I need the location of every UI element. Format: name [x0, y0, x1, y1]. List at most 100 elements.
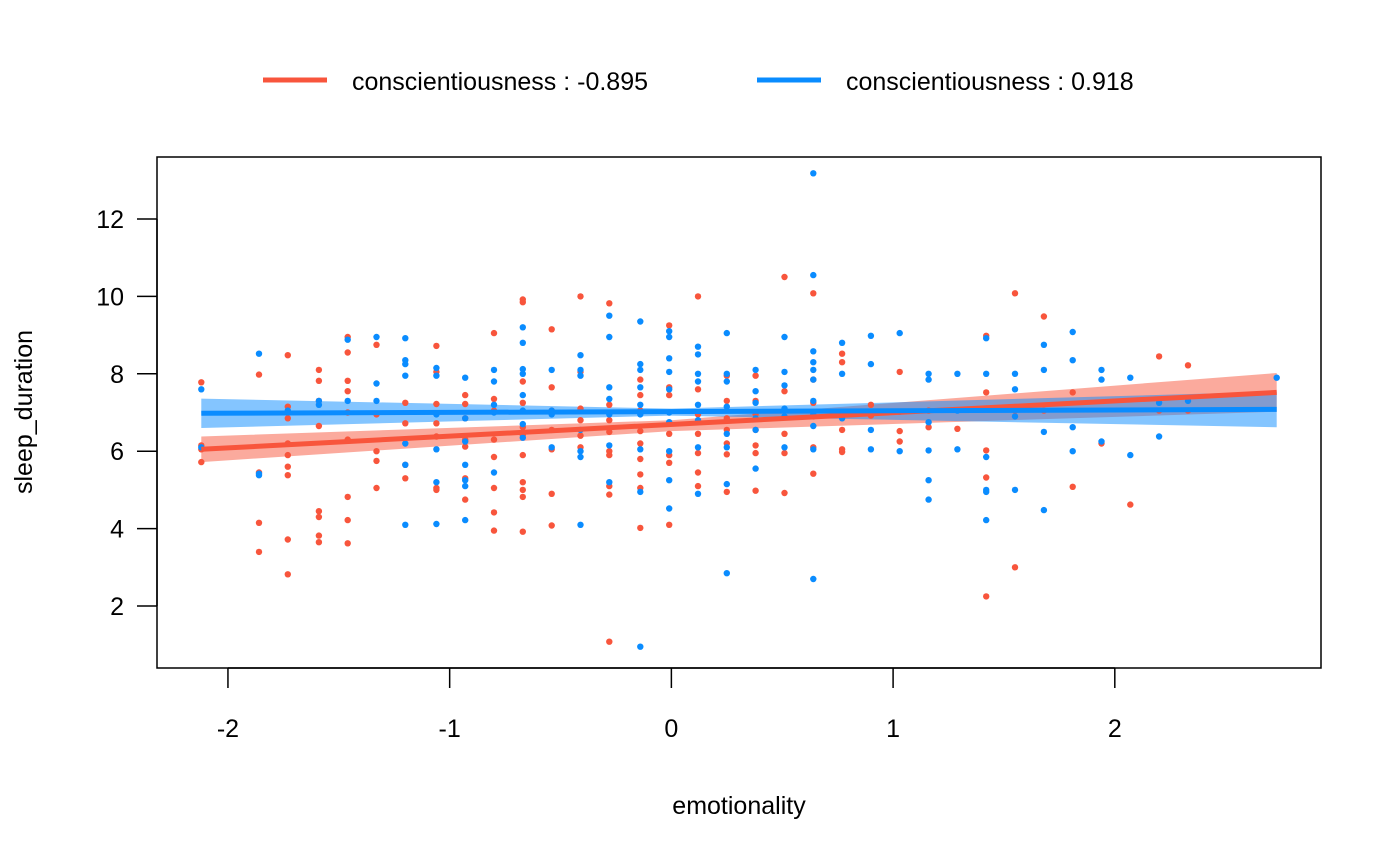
data-point — [694, 444, 702, 451]
data-point — [752, 388, 759, 395]
data-point — [637, 384, 644, 391]
data-point — [606, 395, 613, 403]
data-point — [723, 480, 730, 488]
data-point — [838, 448, 846, 456]
data-point — [666, 368, 673, 376]
data-point — [781, 489, 788, 497]
data-point — [462, 415, 469, 422]
data-point — [315, 401, 323, 408]
data-point — [781, 388, 788, 395]
data-point — [1127, 501, 1134, 508]
data-point — [1011, 386, 1019, 393]
data-point — [925, 424, 932, 431]
data-point — [838, 426, 846, 434]
data-point — [810, 366, 817, 374]
data-point — [1069, 328, 1076, 336]
data-point — [402, 372, 409, 379]
data-point — [344, 493, 351, 501]
data-point — [433, 342, 440, 350]
legend: conscientiousness : -0.895 conscientious… — [263, 68, 1134, 96]
x-axis: -2 -1 0 1 2 — [217, 667, 1122, 743]
data-point — [637, 643, 644, 650]
data-point — [954, 370, 961, 377]
data-point — [490, 484, 498, 492]
data-point — [666, 430, 673, 437]
data-point — [1011, 486, 1019, 494]
data-point — [1040, 428, 1048, 436]
data-point — [373, 457, 380, 465]
x-tick-label: -2 — [217, 715, 239, 743]
data-point — [315, 532, 323, 539]
data-point — [548, 490, 555, 497]
data-point — [548, 444, 555, 451]
data-point — [781, 273, 788, 281]
data-point — [1069, 483, 1076, 490]
data-point — [402, 420, 409, 427]
data-point — [606, 401, 613, 408]
data-point — [462, 443, 469, 450]
data-point — [983, 474, 990, 481]
data-point — [433, 479, 440, 486]
data-point — [752, 372, 759, 379]
data-point — [433, 520, 440, 528]
data-point — [462, 438, 469, 445]
data-point — [637, 427, 644, 435]
data-point — [810, 271, 817, 279]
data-point — [433, 420, 440, 427]
data-point — [577, 366, 584, 374]
data-point — [1040, 313, 1048, 320]
data-point — [490, 436, 498, 443]
data-point — [373, 380, 380, 387]
data-point — [666, 391, 673, 399]
data-point — [896, 438, 903, 445]
data-point — [606, 384, 613, 391]
data-point — [666, 459, 673, 466]
data-point — [838, 370, 846, 377]
data-point — [462, 400, 469, 408]
data-point — [402, 475, 409, 482]
data-point — [1011, 564, 1019, 571]
data-point — [694, 401, 702, 408]
data-point — [284, 463, 291, 470]
data-point — [577, 417, 584, 424]
data-point — [694, 490, 702, 497]
data-point — [637, 488, 644, 496]
data-point — [867, 446, 875, 453]
data-point — [490, 378, 498, 385]
data-point — [284, 536, 291, 543]
data-point — [519, 324, 526, 331]
data-point — [490, 509, 498, 516]
data-point — [462, 391, 469, 399]
data-point — [577, 448, 584, 455]
data-point — [198, 386, 205, 393]
data-point — [1098, 376, 1105, 383]
confidence-band-series-1 — [201, 373, 1277, 463]
data-point — [606, 451, 613, 459]
y-axis-title: sleep_duration — [10, 330, 38, 494]
data-point — [519, 391, 526, 399]
data-point — [867, 360, 875, 368]
data-point — [373, 484, 380, 492]
data-point — [925, 477, 932, 484]
data-point — [1127, 374, 1134, 381]
data-point — [666, 355, 673, 362]
data-point — [1011, 370, 1019, 377]
data-point — [1127, 451, 1134, 459]
data-point — [810, 397, 817, 405]
data-point — [752, 366, 759, 374]
data-point — [577, 453, 584, 461]
data-point — [723, 370, 730, 377]
data-point — [810, 290, 817, 297]
data-point — [462, 477, 469, 484]
data-point — [925, 376, 932, 383]
y-tick-label: 12 — [96, 206, 124, 234]
data-point — [810, 170, 817, 177]
data-point — [810, 348, 817, 355]
data-point — [983, 447, 990, 454]
data-point — [694, 370, 702, 377]
data-point — [577, 372, 584, 379]
y-axis: 2 4 6 8 10 12 — [96, 206, 158, 621]
data-point — [606, 312, 613, 319]
data-point — [723, 488, 730, 496]
